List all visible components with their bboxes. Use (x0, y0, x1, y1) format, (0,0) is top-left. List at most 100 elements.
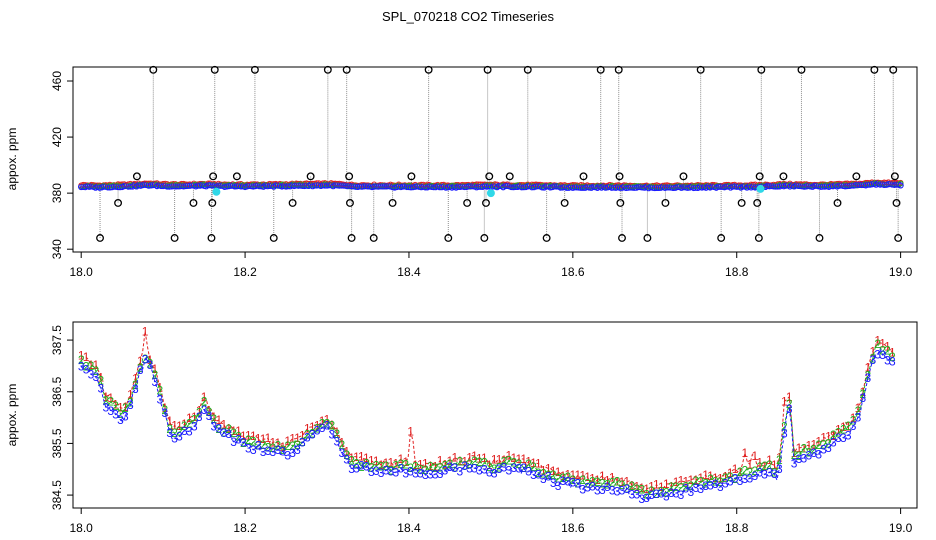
top-outlier-point (345, 172, 354, 181)
bottom-point-1: 1 (191, 410, 198, 424)
bottom-point-2: 2 (353, 456, 360, 470)
bottom-point-2: 2 (678, 481, 685, 495)
top-y-tick-label: 380 (50, 183, 64, 203)
bottom-point-2: 2 (299, 435, 306, 449)
bottom-point-2: 2 (835, 425, 842, 439)
bottom-point-3: 3 (525, 465, 532, 479)
bottom-point-2: 2 (196, 405, 203, 419)
bottom-point-1: 1 (304, 422, 311, 436)
bottom-point-3: 3 (889, 355, 896, 369)
bottom-point-2: 2 (565, 470, 572, 484)
bottom-point-2: 2 (166, 422, 173, 436)
bottom-point-2: 2 (230, 426, 237, 440)
bottom-point-2: 2 (830, 428, 837, 442)
bottom-point-1: 1 (152, 362, 159, 376)
top-outlier-point (779, 172, 788, 181)
bottom-series-3: 3333333333333333333333333333333333333333… (78, 348, 896, 507)
top-cyan-point (212, 187, 221, 196)
bottom-point-2: 2 (383, 459, 390, 473)
bottom-point-3: 3 (102, 400, 109, 414)
bottom-point-3: 3 (501, 460, 508, 474)
bottom-point-2: 2 (609, 476, 616, 490)
bottom-point-3: 3 (609, 483, 616, 497)
bottom-point-2: 2 (412, 459, 419, 473)
bottom-point-1: 1 (628, 478, 635, 492)
bottom-point-3: 3 (663, 489, 670, 503)
bottom-point-2: 2 (491, 462, 498, 476)
top-outlier-point (616, 198, 625, 207)
bottom-point-2: 2 (329, 418, 336, 432)
bottom-point-2: 2 (702, 477, 709, 491)
bottom-point-3: 3 (299, 436, 306, 450)
bottom-point-1: 1 (112, 398, 119, 412)
bottom-point-2: 2 (78, 353, 85, 367)
bottom-point-1: 1 (530, 456, 537, 470)
bottom-point-3: 3 (569, 476, 576, 490)
bottom-point-2: 2 (550, 468, 557, 482)
bottom-point-1: 1 (712, 471, 719, 485)
bottom-point-1: 1 (697, 471, 704, 485)
bottom-point-1: 1 (255, 432, 262, 446)
bottom-point-3: 3 (122, 409, 129, 423)
bottom-point-2: 2 (879, 344, 886, 358)
bottom-point-3: 3 (211, 420, 218, 434)
bottom-point-3: 3 (884, 353, 891, 367)
top-outlier-point (890, 172, 899, 181)
bottom-point-2: 2 (845, 419, 852, 433)
bottom-point-1: 1 (176, 419, 183, 433)
bottom-point-2: 2 (83, 360, 90, 374)
bottom-point-2: 2 (697, 474, 704, 488)
top-outlier-point (323, 65, 332, 74)
bottom-point-1: 1 (358, 450, 365, 464)
top-outlier-point (407, 172, 416, 181)
bottom-point-2: 2 (751, 464, 758, 478)
bottom-point-2: 2 (407, 461, 414, 475)
top-outlier-point (579, 172, 588, 181)
bottom-point-3: 3 (702, 479, 709, 493)
bottom-point-1: 1 (363, 451, 370, 465)
bottom-point-2: 2 (501, 454, 508, 468)
bottom-point-3: 3 (186, 425, 193, 439)
bottom-point-3: 3 (648, 488, 655, 502)
bottom-point-1: 1 (378, 458, 385, 472)
bottom-point-1: 1 (810, 438, 817, 452)
top-outlier-point (342, 65, 351, 74)
bottom-point-2: 2 (117, 407, 124, 421)
bottom-point-1: 1 (235, 424, 242, 438)
bottom-point-1: 1 (132, 372, 139, 386)
bottom-point-3: 3 (766, 466, 773, 480)
top-outlier-point (424, 65, 433, 74)
bottom-point-2: 2 (112, 399, 119, 413)
bottom-point-3: 3 (850, 419, 857, 433)
bottom-point-2: 2 (348, 453, 355, 467)
bottom-point-1: 1 (781, 395, 788, 409)
bottom-point-2: 2 (761, 459, 768, 473)
bottom-point-3: 3 (83, 362, 90, 376)
bottom-point-1: 1 (771, 458, 778, 472)
bottom-point-2: 2 (614, 474, 621, 488)
top-outlier-point (288, 198, 297, 207)
bottom-point-1: 1 (442, 458, 449, 472)
bottom-point-3: 3 (255, 439, 262, 453)
bottom-point-1: 1 (820, 431, 827, 445)
bottom-point-2: 2 (643, 488, 650, 502)
bottom-point-1: 1 (338, 436, 345, 450)
bottom-point-3: 3 (265, 444, 272, 458)
bottom-point-1: 1 (466, 450, 473, 464)
bottom-point-2: 2 (604, 478, 611, 492)
bottom-point-3: 3 (417, 467, 424, 481)
bottom-point-2: 2 (132, 378, 139, 392)
bottom-point-3: 3 (289, 446, 296, 460)
bottom-point-1: 1 (658, 480, 665, 494)
bottom-point-2: 2 (727, 470, 734, 484)
top-outlier-point (210, 65, 219, 74)
bottom-point-1: 1 (742, 446, 749, 460)
bottom-point-3: 3 (270, 445, 277, 459)
bottom-point-3: 3 (530, 468, 537, 482)
bottom-point-1: 1 (540, 464, 547, 478)
bottom-point-3: 3 (216, 422, 223, 436)
bottom-point-1: 1 (142, 325, 149, 339)
bottom-point-1: 1 (196, 403, 203, 417)
bottom-point-1: 1 (717, 472, 724, 486)
bottom-point-3: 3 (805, 449, 812, 463)
